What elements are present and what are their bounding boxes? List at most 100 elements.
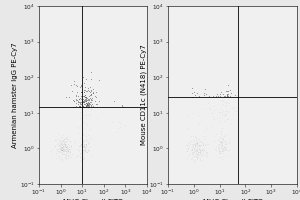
Point [75, 103, 80, 106]
Point [58, 145, 63, 148]
Point [82, 106, 87, 109]
Point [63, 143, 68, 146]
Point [75, 100, 80, 103]
Point [81, 149, 86, 152]
Point [85, 105, 90, 108]
Point [61, 149, 66, 152]
Point [218, 141, 223, 144]
Point [222, 148, 227, 151]
Point [184, 115, 189, 118]
Point [194, 139, 198, 142]
Point [194, 143, 199, 146]
Point [84, 104, 89, 107]
Point [58, 138, 62, 141]
Point [223, 145, 227, 148]
Point [192, 135, 197, 138]
Point [49, 149, 54, 153]
Point [91, 92, 96, 95]
Point [59, 147, 64, 150]
Point [83, 134, 88, 137]
Point [71, 98, 76, 101]
Point [64, 147, 69, 150]
Point [85, 98, 89, 101]
Point [206, 102, 211, 105]
Point [223, 142, 228, 145]
Point [197, 153, 202, 156]
Point [64, 150, 69, 153]
Point [226, 148, 230, 151]
Point [221, 119, 226, 122]
Point [190, 149, 194, 152]
Point [72, 82, 77, 85]
Point [77, 97, 82, 100]
Point [63, 158, 68, 161]
Point [61, 149, 66, 152]
Point [64, 135, 69, 138]
Point [190, 91, 194, 94]
Point [94, 90, 98, 93]
Point [76, 148, 80, 151]
Point [86, 97, 91, 100]
Point [224, 149, 229, 152]
Point [61, 145, 66, 148]
Point [80, 90, 85, 93]
Point [82, 151, 87, 154]
Point [204, 151, 209, 154]
Point [190, 157, 195, 161]
Point [219, 141, 224, 145]
Point [217, 119, 222, 122]
Point [58, 143, 63, 147]
Point [226, 93, 231, 96]
Point [64, 144, 69, 147]
Point [195, 92, 200, 95]
Point [84, 104, 89, 107]
Point [223, 95, 228, 98]
Point [83, 150, 88, 153]
Point [81, 144, 86, 147]
Point [78, 85, 83, 89]
Point [61, 148, 66, 151]
Point [201, 147, 206, 150]
Point [202, 101, 207, 104]
Point [91, 91, 95, 94]
Point [88, 93, 93, 96]
Point [85, 138, 89, 142]
Point [193, 145, 197, 148]
Point [61, 147, 66, 150]
Point [61, 139, 65, 143]
Point [219, 107, 224, 110]
Point [83, 89, 88, 92]
Point [216, 144, 220, 147]
Point [83, 101, 88, 104]
Point [223, 113, 228, 116]
Point [204, 124, 208, 127]
Point [196, 155, 201, 159]
Point [192, 154, 197, 157]
Point [74, 99, 78, 102]
Point [189, 144, 194, 147]
Point [194, 142, 199, 145]
Point [89, 109, 94, 112]
Point [65, 154, 70, 157]
Point [88, 98, 93, 101]
Point [222, 147, 227, 150]
Point [83, 142, 88, 145]
Point [59, 139, 64, 142]
Point [81, 150, 85, 154]
Point [57, 146, 62, 149]
Point [82, 93, 87, 97]
Point [83, 104, 88, 108]
Point [65, 146, 70, 149]
Point [88, 105, 93, 108]
Point [202, 148, 207, 151]
Point [218, 151, 223, 155]
Point [68, 151, 73, 155]
Point [197, 143, 202, 146]
Point [84, 105, 89, 108]
Point [220, 99, 225, 102]
Point [68, 147, 73, 151]
Point [65, 146, 70, 149]
Point [57, 132, 62, 136]
Point [59, 158, 64, 161]
Point [63, 144, 68, 148]
